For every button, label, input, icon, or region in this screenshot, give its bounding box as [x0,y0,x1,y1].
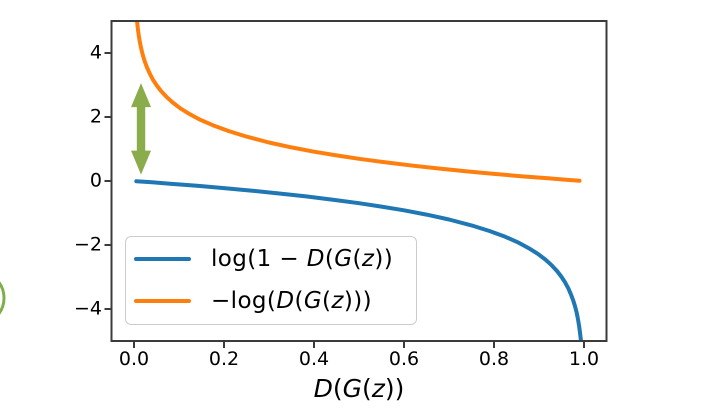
legend-label-part: D [306,246,325,272]
legend-label-part: D [276,288,295,314]
legend-line-sample-blue [134,256,191,262]
legend-line-sample-orange [134,298,191,304]
legend-label-part: −log( [211,288,277,314]
x-tick-label-1.0: 1.0 [568,348,600,370]
y-tick-label-0: 0 [89,169,102,192]
legend-label-part: z [331,288,344,314]
legend-label-part: ( [352,246,362,272]
line-neg-log-D [135,21,582,183]
x-tick-label-0.8: 0.8 [478,348,510,370]
legend-label-part: log(1 − [211,246,307,272]
y-tick-label-neg2: −2 [73,233,102,256]
y-tick-label-neg4: −4 [73,297,102,320]
legend-label-part: ( [324,246,335,272]
xlabel-part: z [371,374,385,403]
legend-label-part: G [303,288,323,314]
x-tick-label-0.0: 0.0 [118,348,150,370]
series-group [134,21,583,341]
x-tick-label-0.4: 0.4 [298,348,330,370]
line-log-1-minus-D [134,179,583,341]
legend-label-log-1-minus-D: log(1 − D(G(z)) [211,245,393,273]
y-tick-label-2: 2 [89,105,102,128]
x-axis-ticks [133,341,585,348]
y-tick-label-4: 4 [89,41,102,64]
legend-label-neg-log-D: −log(D(G(z))) [211,287,372,315]
partial-green-circle [0,281,6,315]
x-axis-label: D(G(z)) [314,376,405,402]
plot-border [110,20,608,342]
xlabel-part: ( [362,374,372,403]
legend-item-neg-log-D: −log(D(G(z))) [126,284,416,318]
legend-label-part: z [361,246,375,272]
xlabel-part: )) [384,374,405,403]
x-tick-label-0.2: 0.2 [208,348,240,370]
legend: log(1 − D(G(z)) −log(D(G(z))) [125,236,417,325]
gap-double-arrow [131,83,152,175]
legend-label-part: )) [374,246,394,272]
xlabel-part: D [313,374,333,403]
legend-label-part: ))) [343,288,373,314]
legend-label-part: ( [322,288,332,314]
y-axis-ticks [104,52,112,310]
legend-item-log-1-minus-D: log(1 − D(G(z)) [126,242,416,276]
legend-label-part: G [334,246,353,272]
x-tick-label-0.6: 0.6 [388,348,420,370]
xlabel-part: ( [332,374,343,403]
legend-label-part: ( [294,288,304,314]
xlabel-part: G [342,374,362,403]
